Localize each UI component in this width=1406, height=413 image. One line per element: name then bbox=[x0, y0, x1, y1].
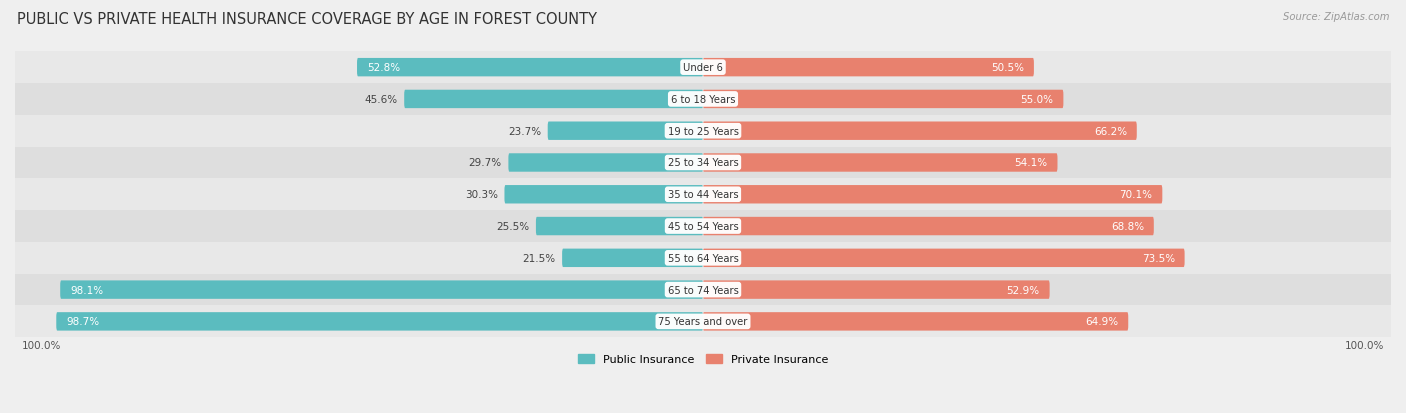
FancyBboxPatch shape bbox=[703, 59, 1033, 77]
FancyBboxPatch shape bbox=[703, 281, 1050, 299]
Text: 50.5%: 50.5% bbox=[991, 63, 1024, 73]
Text: 66.2%: 66.2% bbox=[1094, 126, 1128, 136]
Text: 29.7%: 29.7% bbox=[468, 158, 502, 168]
Text: 25 to 34 Years: 25 to 34 Years bbox=[668, 158, 738, 168]
Text: 55.0%: 55.0% bbox=[1021, 95, 1053, 104]
Legend: Public Insurance, Private Insurance: Public Insurance, Private Insurance bbox=[574, 350, 832, 369]
Text: 19 to 25 Years: 19 to 25 Years bbox=[668, 126, 738, 136]
FancyBboxPatch shape bbox=[703, 122, 1137, 140]
Text: 73.5%: 73.5% bbox=[1142, 253, 1175, 263]
Text: 25.5%: 25.5% bbox=[496, 221, 530, 231]
Bar bbox=[15, 274, 1391, 306]
FancyBboxPatch shape bbox=[703, 154, 1057, 172]
FancyBboxPatch shape bbox=[703, 185, 1163, 204]
Text: 21.5%: 21.5% bbox=[523, 253, 555, 263]
FancyBboxPatch shape bbox=[536, 217, 703, 236]
Text: Source: ZipAtlas.com: Source: ZipAtlas.com bbox=[1282, 12, 1389, 22]
FancyBboxPatch shape bbox=[562, 249, 703, 267]
Text: 6 to 18 Years: 6 to 18 Years bbox=[671, 95, 735, 104]
FancyBboxPatch shape bbox=[56, 312, 703, 331]
FancyBboxPatch shape bbox=[703, 217, 1154, 236]
Text: 98.7%: 98.7% bbox=[66, 317, 100, 327]
Bar bbox=[15, 116, 1391, 147]
Bar bbox=[15, 242, 1391, 274]
Text: 68.8%: 68.8% bbox=[1111, 221, 1144, 231]
Bar bbox=[15, 84, 1391, 116]
Text: 30.3%: 30.3% bbox=[465, 190, 498, 200]
Text: 65 to 74 Years: 65 to 74 Years bbox=[668, 285, 738, 295]
Bar bbox=[15, 306, 1391, 337]
Text: 52.9%: 52.9% bbox=[1007, 285, 1040, 295]
FancyBboxPatch shape bbox=[509, 154, 703, 172]
Text: 75 Years and over: 75 Years and over bbox=[658, 317, 748, 327]
Text: 55 to 64 Years: 55 to 64 Years bbox=[668, 253, 738, 263]
Text: 100.0%: 100.0% bbox=[1346, 340, 1385, 350]
Text: 64.9%: 64.9% bbox=[1085, 317, 1118, 327]
Text: 35 to 44 Years: 35 to 44 Years bbox=[668, 190, 738, 200]
Text: PUBLIC VS PRIVATE HEALTH INSURANCE COVERAGE BY AGE IN FOREST COUNTY: PUBLIC VS PRIVATE HEALTH INSURANCE COVER… bbox=[17, 12, 598, 27]
Text: 45 to 54 Years: 45 to 54 Years bbox=[668, 221, 738, 231]
FancyBboxPatch shape bbox=[548, 122, 703, 140]
Text: 45.6%: 45.6% bbox=[364, 95, 398, 104]
Text: Under 6: Under 6 bbox=[683, 63, 723, 73]
FancyBboxPatch shape bbox=[505, 185, 703, 204]
FancyBboxPatch shape bbox=[703, 90, 1063, 109]
Bar bbox=[15, 147, 1391, 179]
Text: 100.0%: 100.0% bbox=[21, 340, 60, 350]
FancyBboxPatch shape bbox=[703, 312, 1128, 331]
Text: 98.1%: 98.1% bbox=[70, 285, 103, 295]
Text: 70.1%: 70.1% bbox=[1119, 190, 1153, 200]
Bar bbox=[15, 211, 1391, 242]
Text: 23.7%: 23.7% bbox=[508, 126, 541, 136]
Bar bbox=[15, 52, 1391, 84]
Text: 54.1%: 54.1% bbox=[1015, 158, 1047, 168]
FancyBboxPatch shape bbox=[703, 249, 1185, 267]
FancyBboxPatch shape bbox=[60, 281, 703, 299]
Bar bbox=[15, 179, 1391, 211]
FancyBboxPatch shape bbox=[404, 90, 703, 109]
Text: 52.8%: 52.8% bbox=[367, 63, 399, 73]
FancyBboxPatch shape bbox=[357, 59, 703, 77]
